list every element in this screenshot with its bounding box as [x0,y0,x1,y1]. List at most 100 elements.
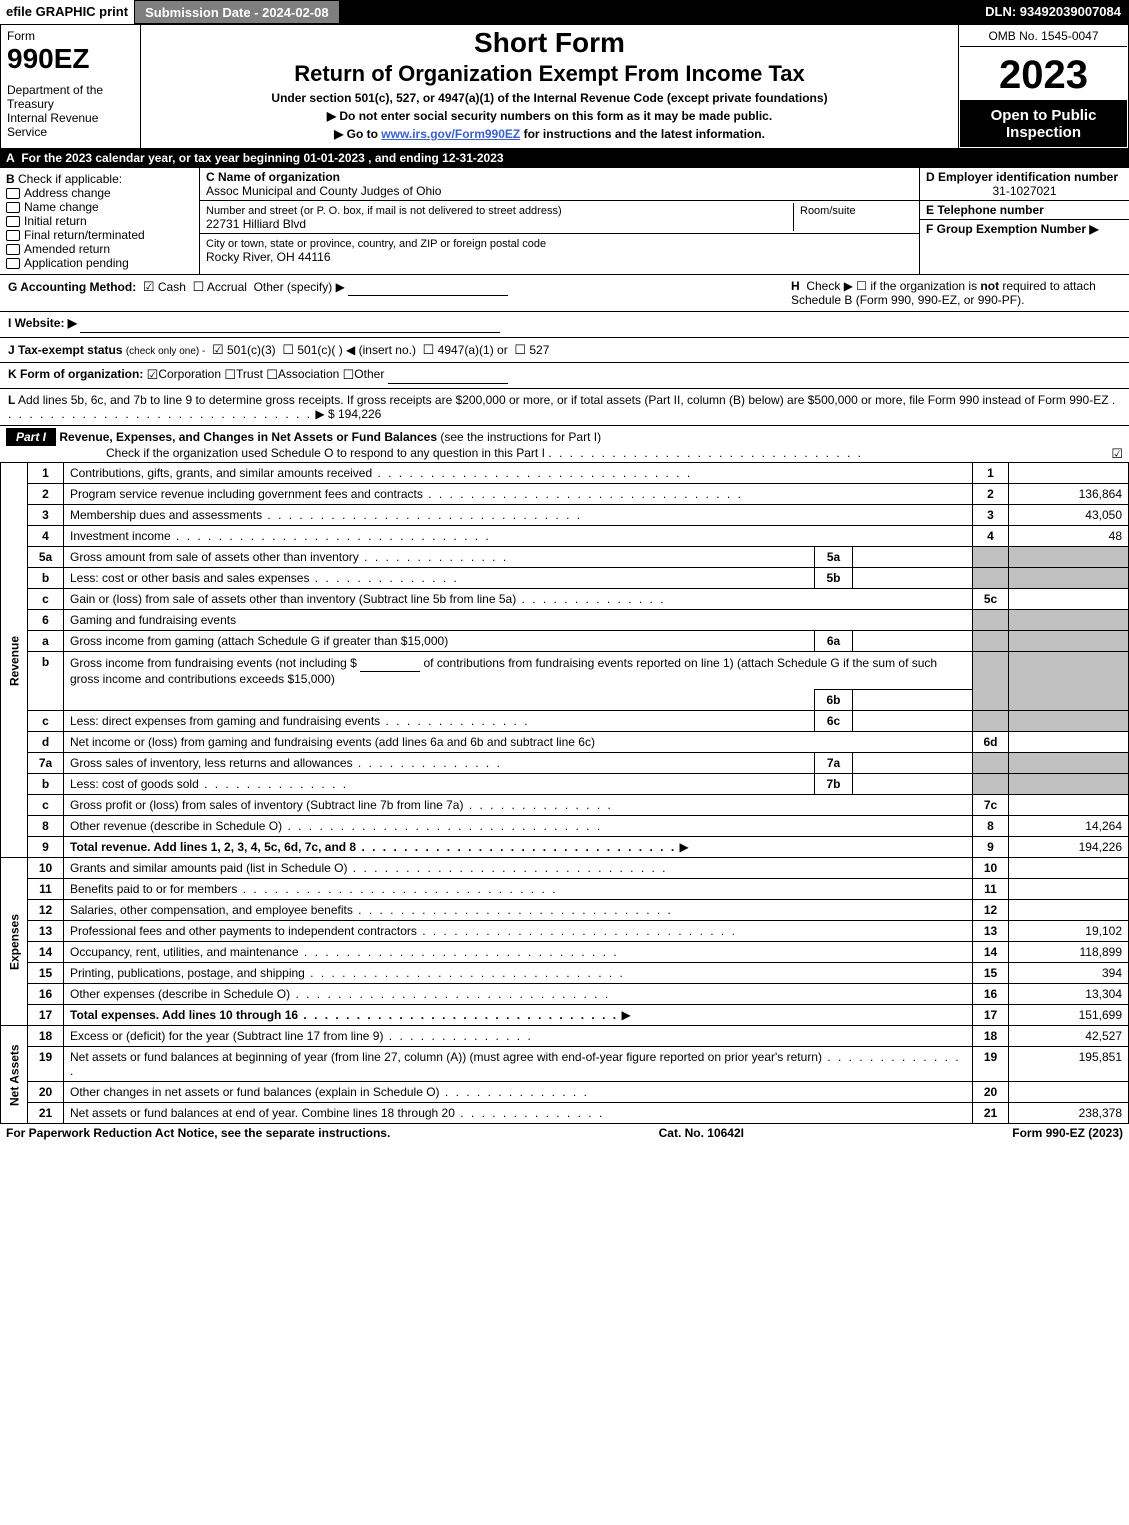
l8-rn: 8 [973,816,1009,837]
l8-text: Other revenue (describe in Schedule O) [70,819,602,833]
addr-label: Number and street (or P. O. box, if mail… [206,205,562,217]
footer-right-bold: 990-EZ [1046,1126,1085,1140]
chk-application-pending[interactable] [6,258,20,269]
chk-501c3-icon[interactable] [212,343,224,357]
chk-schedule-o-icon[interactable] [1111,446,1123,462]
l6-text: Gaming and fundraising events [64,610,973,631]
l15-text: Printing, publications, postage, and shi… [70,966,625,980]
footer-row: For Paperwork Reduction Act Notice, see … [0,1124,1129,1142]
section-f-label: F Group Exemption Number ▶ [926,222,1099,236]
l3-amt[interactable]: 43,050 [1009,505,1129,526]
section-j-label: J Tax-exempt status [8,343,123,357]
l17-amt[interactable]: 151,699 [1009,1005,1129,1026]
efile-label[interactable]: efile GRAPHIC print [0,0,134,24]
l6c-sub-amt[interactable] [853,711,973,732]
chk-final-return[interactable] [6,230,20,241]
chk-527-icon[interactable] [514,343,526,357]
l12-amt[interactable] [1009,900,1129,921]
l11-num: 11 [28,879,64,900]
l5a-sub-amt[interactable] [853,547,973,568]
l20-amt[interactable] [1009,1082,1129,1103]
l11-amt[interactable] [1009,879,1129,900]
chk-amended-return[interactable] [6,244,20,255]
l5b-sn: 5b [815,568,853,589]
open-to-public: Open to Public Inspection [960,101,1127,147]
l7a-sub-amt[interactable] [853,753,973,774]
chk-cash-icon[interactable] [143,280,155,294]
header-table: Form 990EZ Department of the Treasury In… [0,24,1129,149]
l9-text: Total revenue. Add lines 1, 2, 3, 4, 5c,… [70,840,676,854]
section-l-label: L [8,393,15,407]
footer-left: For Paperwork Reduction Act Notice, see … [6,1126,390,1140]
l19-amt[interactable]: 195,851 [1009,1047,1129,1082]
section-d-label: D Employer identification number [926,170,1118,184]
footer-right-post: (2023) [1085,1126,1123,1140]
chk-name-change[interactable] [6,202,20,213]
opt-4947: 4947(a)(1) or [438,343,508,357]
l10-rn: 10 [973,858,1009,879]
l16-rn: 16 [973,984,1009,1005]
gross-receipts-value: 194,226 [338,407,381,421]
chk-trust-icon[interactable] [224,367,236,384]
l6a-rn-grey [973,631,1009,652]
l8-amt[interactable]: 14,264 [1009,816,1129,837]
l6c-rn-grey [973,711,1009,732]
submission-date[interactable]: Submission Date - 2024-02-08 [134,0,340,24]
l15-rn: 15 [973,963,1009,984]
l16-amt[interactable]: 13,304 [1009,984,1129,1005]
l7a-sn: 7a [815,753,853,774]
l16-num: 16 [28,984,64,1005]
l18-rn: 18 [973,1026,1009,1047]
opt-address-change: Address change [24,186,111,200]
part1-title: Revenue, Expenses, and Changes in Net As… [59,430,437,444]
l6a-sub-amt[interactable] [853,631,973,652]
l15-amt[interactable]: 394 [1009,963,1129,984]
l13-rn: 13 [973,921,1009,942]
chk-4947-icon[interactable] [423,343,435,357]
section-j-sub: (check only one) - [126,346,205,357]
chk-initial-return[interactable] [6,216,20,227]
chk-other-org-icon[interactable] [343,367,355,384]
top-bar-spacer [340,0,978,24]
l6b-contrib-input[interactable] [360,655,420,672]
opt-insert-no: (insert no.) [359,343,416,357]
l6d-amt[interactable] [1009,732,1129,753]
l7b-sub-amt[interactable] [853,774,973,795]
dln-label: DLN: 93492039007084 [977,0,1129,24]
l21-amt[interactable]: 238,378 [1009,1103,1129,1124]
l7c-amt[interactable] [1009,795,1129,816]
l10-amt[interactable] [1009,858,1129,879]
l9-amt[interactable]: 194,226 [1009,837,1129,858]
l18-amt[interactable]: 42,527 [1009,1026,1129,1047]
l2-rn: 2 [973,484,1009,505]
l7b-amt-grey [1009,774,1129,795]
l19-text: Net assets or fund balances at beginning… [70,1050,961,1078]
l20-rn: 20 [973,1082,1009,1103]
bcdef-grid: B Check if applicable: Address change Na… [0,167,1129,274]
l3-text: Membership dues and assessments [70,508,582,522]
l6b-sub-amt[interactable] [853,690,973,711]
l5c-amt[interactable] [1009,589,1129,610]
l11-text: Benefits paid to or for members [70,882,557,896]
website-input[interactable] [80,316,500,333]
section-i-label: I Website: ▶ [8,316,77,333]
l4-amt[interactable]: 48 [1009,526,1129,547]
chk-address-change[interactable] [6,188,20,199]
l2-amt[interactable]: 136,864 [1009,484,1129,505]
other-specify-input[interactable] [348,279,508,296]
instr-goto-link[interactable]: www.irs.gov/Form990EZ [381,127,520,141]
chk-501c-icon[interactable] [282,343,294,357]
opt-final-return: Final return/terminated [24,228,145,242]
l20-num: 20 [28,1082,64,1103]
other-org-input[interactable] [388,367,508,384]
chk-accrual-icon[interactable] [193,280,205,294]
l1-amt[interactable] [1009,463,1129,484]
form-number: 990EZ [7,43,90,74]
chk-assoc-icon[interactable] [266,367,278,384]
l14-amt[interactable]: 118,899 [1009,942,1129,963]
section-c-container: C Name of organization Assoc Municipal a… [200,168,919,274]
l6-amt-grey [1009,610,1129,631]
chk-corp-icon[interactable] [147,367,159,384]
l5b-sub-amt[interactable] [853,568,973,589]
l13-amt[interactable]: 19,102 [1009,921,1129,942]
